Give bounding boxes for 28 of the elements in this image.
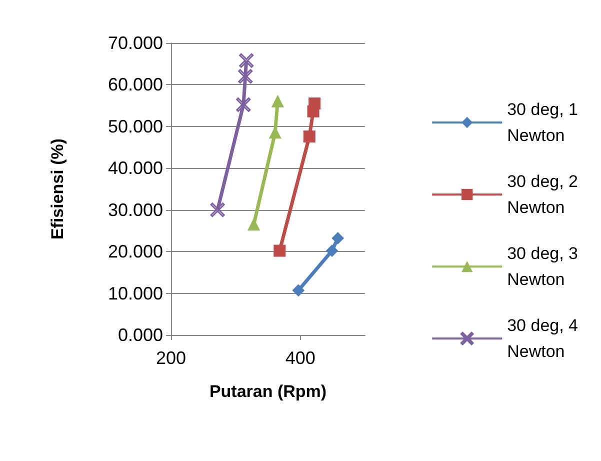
- y-tick-label: 30.000: [108, 200, 163, 220]
- point: [274, 244, 286, 257]
- point: [210, 202, 225, 218]
- point: [326, 244, 338, 257]
- point: [248, 218, 260, 230]
- x-axis-title: Putaran (Rpm): [209, 382, 327, 401]
- point: [303, 130, 316, 142]
- y-tick-label: 60.000: [108, 74, 163, 95]
- legend-label: 30 deg, 3 Newton: [507, 244, 578, 289]
- y-tick-label: 50.000: [108, 116, 163, 136]
- legend-label: 30 deg, 4 Newton: [507, 316, 578, 361]
- x-tick-label: 400: [285, 348, 316, 368]
- legend-label: 30 deg, 1 Newton: [507, 100, 578, 145]
- point: [308, 97, 321, 110]
- point: [332, 232, 344, 244]
- y-tick-label: 20.000: [108, 242, 163, 262]
- point: [272, 95, 284, 108]
- x-tick-label: 200: [156, 348, 186, 368]
- y-tick-label: 40.000: [108, 158, 163, 178]
- point: [236, 97, 251, 112]
- y-tick-label: 70.000: [108, 33, 163, 53]
- legend-label: 30 deg, 2 Newton: [507, 172, 578, 217]
- y-axis-title: Efisiensi (%): [48, 138, 67, 240]
- y-tick-label: 10.000: [108, 283, 163, 304]
- y-tick-label: 0.000: [118, 325, 163, 345]
- point: [238, 69, 253, 84]
- point: [292, 284, 304, 296]
- point: [239, 53, 254, 68]
